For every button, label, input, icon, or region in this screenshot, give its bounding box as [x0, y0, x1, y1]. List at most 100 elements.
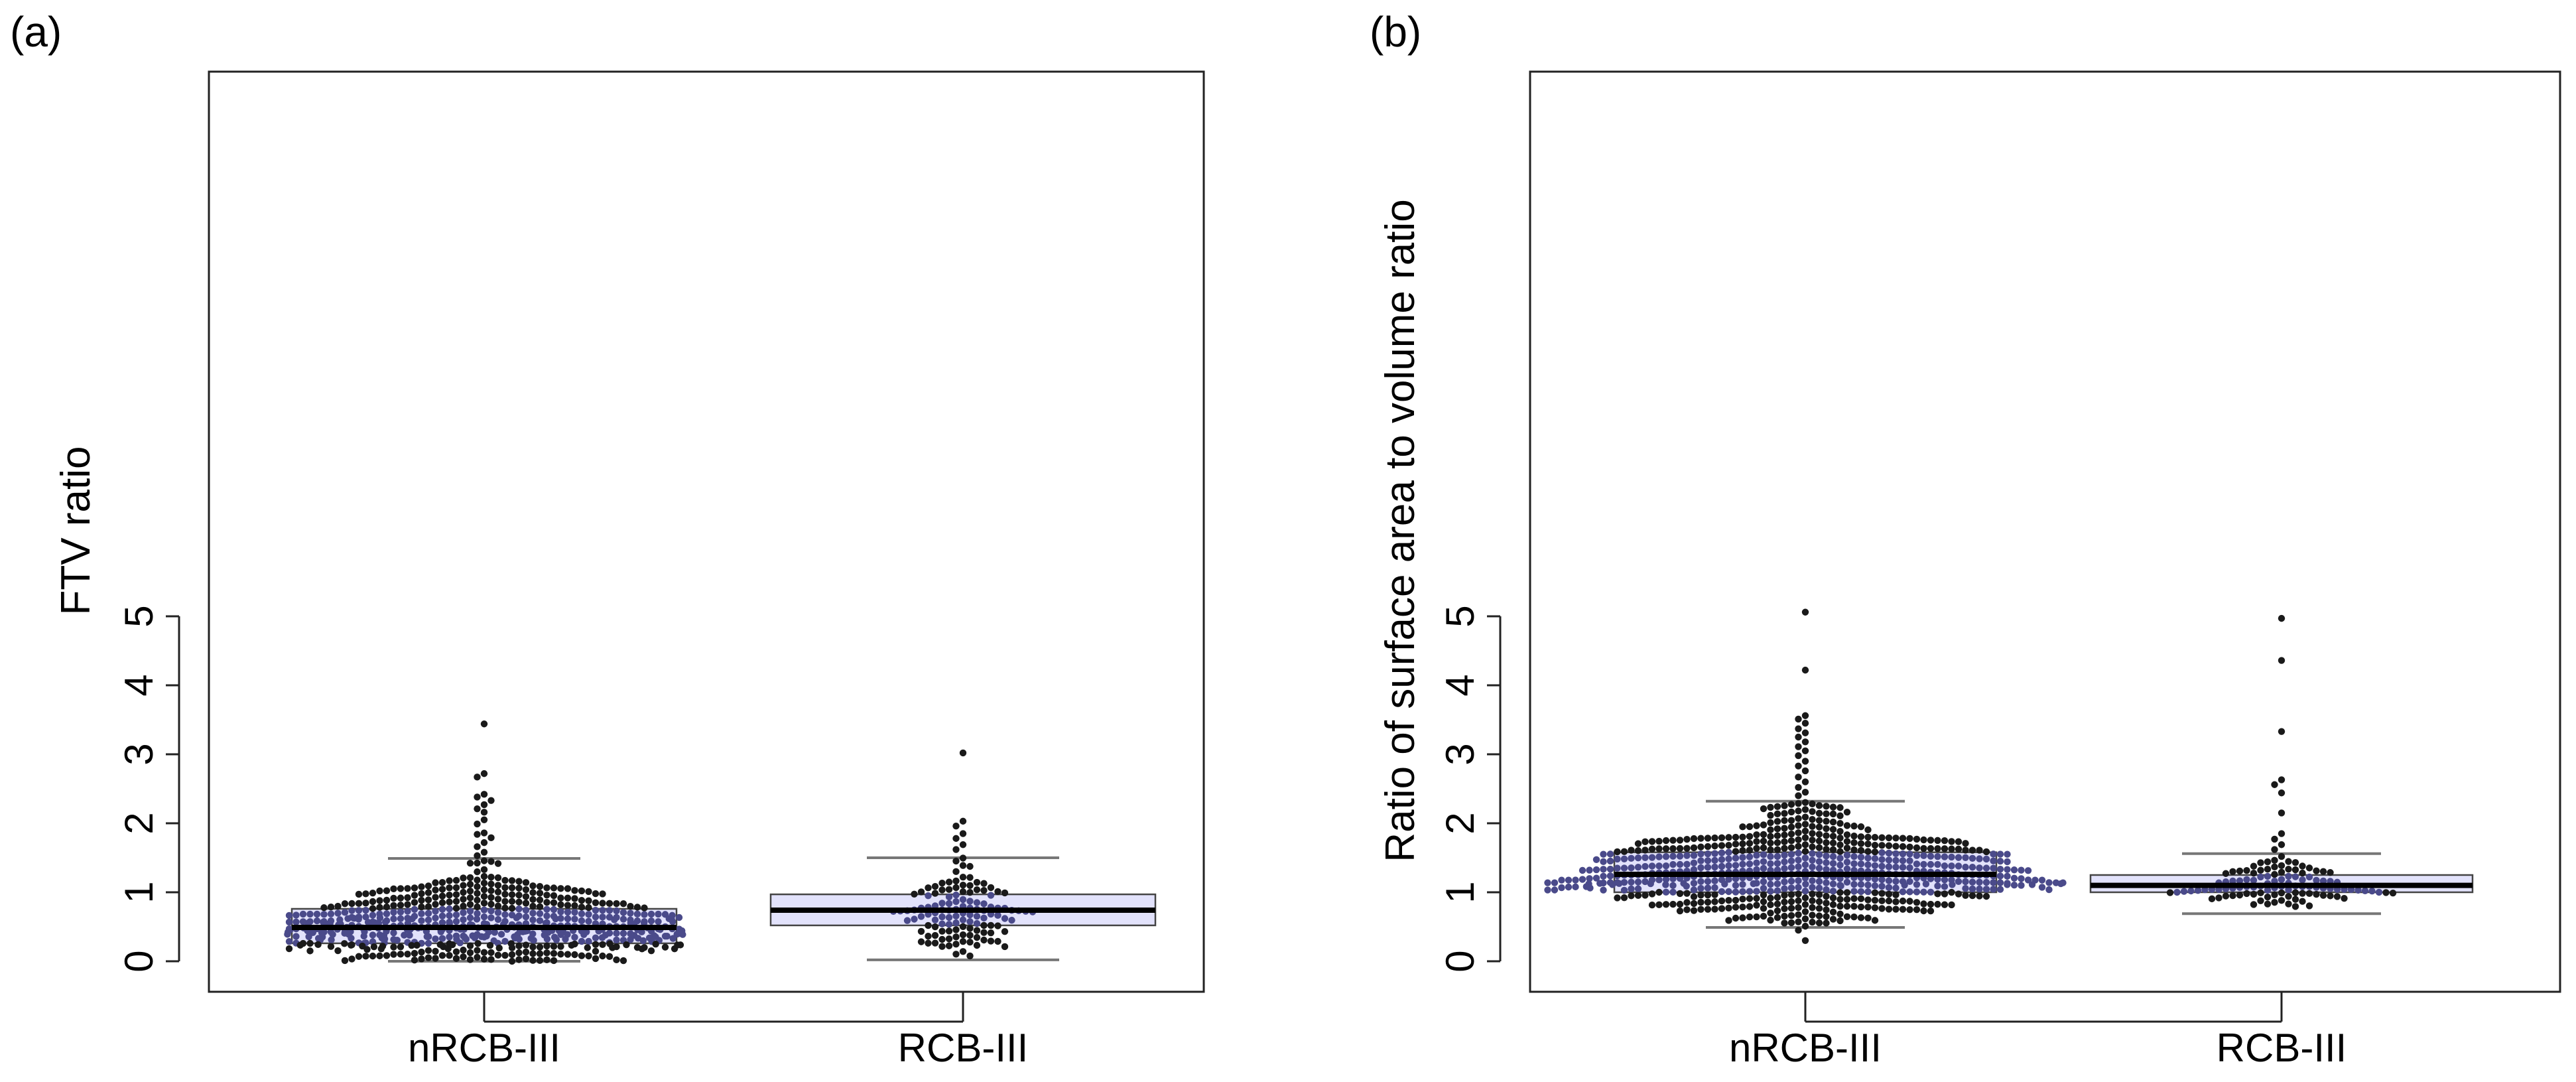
data-point: [1906, 857, 1913, 864]
data-point: [1773, 860, 1781, 867]
data-point: [1655, 876, 1663, 884]
data-point: [1801, 729, 1809, 736]
data-point: [987, 892, 995, 899]
data-point: [641, 911, 648, 918]
data-point: [1669, 852, 1677, 860]
data-point: [1829, 908, 1837, 916]
data-point: [1781, 825, 1788, 832]
data-point: [1704, 898, 1712, 906]
data-point: [578, 910, 586, 917]
data-point: [655, 910, 662, 918]
data-point: [2313, 876, 2320, 884]
data-point: [1753, 831, 1760, 839]
data-point: [1614, 894, 1621, 902]
data-point: [966, 888, 974, 896]
data-point: [1864, 888, 1872, 896]
data-point: [1662, 888, 1670, 896]
data-point: [1927, 845, 1935, 852]
data-point: [1878, 890, 1886, 897]
data-point: [1836, 841, 1844, 848]
data-point: [1913, 906, 1921, 913]
data-point: [1836, 910, 1844, 917]
panel-b-label: (b): [1370, 8, 1421, 56]
data-point: [1829, 826, 1837, 833]
data-point: [1739, 840, 1746, 848]
y-tick-label: 4: [117, 674, 161, 696]
data-point: [1809, 837, 1816, 844]
data-point: [460, 909, 467, 917]
data-point: [1795, 877, 1802, 884]
data-point: [1829, 888, 1837, 895]
data-point: [1968, 846, 1976, 854]
data-point: [1809, 890, 1816, 898]
data-point: [393, 937, 401, 944]
data-point: [1815, 831, 1823, 838]
data-point: [1781, 831, 1788, 839]
data-point: [1899, 850, 1907, 858]
data-point: [1648, 845, 1656, 853]
data-point: [2389, 889, 2397, 897]
data-point: [2291, 889, 2299, 896]
data-point: [966, 862, 974, 870]
data-point: [1725, 876, 1732, 883]
data-point: [1878, 862, 1886, 870]
data-point: [1767, 852, 1774, 860]
data-point: [1837, 882, 1844, 890]
data-point: [341, 957, 349, 965]
data-point: [515, 949, 523, 957]
data-point: [1857, 833, 1865, 841]
data-point: [613, 936, 620, 944]
data-point: [369, 905, 377, 912]
data-point: [1815, 919, 1823, 927]
data-point: [1815, 837, 1823, 845]
data-point: [1628, 892, 1635, 900]
data-point: [474, 831, 481, 838]
data-point: [390, 902, 397, 910]
data-point: [1885, 877, 1893, 884]
data-point: [2278, 776, 2286, 783]
data-point: [1634, 892, 1642, 900]
data-point: [466, 894, 474, 902]
group-nRCB-III: [284, 720, 686, 965]
data-point: [2236, 867, 2244, 875]
data-point: [1899, 897, 1907, 905]
data-point: [1976, 864, 1983, 872]
data-point: [377, 945, 385, 953]
data-point: [487, 858, 495, 865]
data-point: [952, 857, 960, 865]
data-point: [1739, 854, 1746, 861]
data-point: [1850, 846, 1858, 854]
data-point: [1781, 919, 1788, 927]
data-point: [1773, 825, 1781, 833]
data-point: [515, 942, 523, 950]
data-point: [1773, 810, 1781, 818]
data-point: [1676, 900, 1684, 908]
data-point: [1683, 835, 1691, 843]
data-point: [925, 939, 932, 947]
data-point: [1787, 850, 1795, 858]
data-point: [2271, 870, 2278, 878]
data-point: [536, 890, 544, 897]
data-point: [1801, 799, 1809, 806]
data-point: [1787, 844, 1795, 852]
data-point: [460, 882, 467, 889]
data-point: [515, 884, 523, 892]
data-point: [2285, 858, 2292, 865]
data-point: [1976, 846, 1983, 854]
data-point: [599, 906, 606, 914]
data-point: [1655, 862, 1663, 870]
data-point: [1948, 838, 1955, 845]
data-point: [2257, 866, 2264, 874]
data-point: [487, 914, 495, 921]
data-point: [627, 936, 634, 943]
data-point: [1767, 819, 1774, 827]
data-point: [571, 902, 578, 910]
data-point: [1864, 881, 1872, 889]
data-point: [599, 900, 606, 907]
data-point: [1906, 864, 1913, 872]
data-point: [1795, 822, 1802, 829]
data-point: [494, 902, 502, 910]
data-point: [1628, 885, 1635, 893]
data-point: [1592, 866, 1600, 874]
data-point: [619, 915, 627, 923]
